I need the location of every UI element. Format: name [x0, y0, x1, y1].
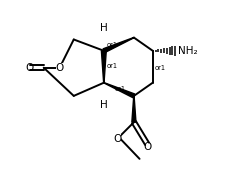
Text: H: H [100, 100, 108, 110]
Text: or1: or1 [107, 42, 118, 48]
Text: or1: or1 [115, 86, 126, 92]
Text: O: O [25, 63, 33, 73]
Polygon shape [101, 51, 106, 83]
Text: O: O [113, 134, 121, 144]
Text: H: H [100, 23, 108, 33]
Polygon shape [132, 96, 136, 122]
Text: NH₂: NH₂ [178, 46, 197, 56]
Text: O: O [56, 63, 64, 73]
Text: O: O [143, 142, 152, 152]
Polygon shape [103, 37, 134, 53]
Text: or1: or1 [107, 63, 118, 69]
Text: or1: or1 [155, 65, 166, 71]
Polygon shape [104, 83, 135, 98]
